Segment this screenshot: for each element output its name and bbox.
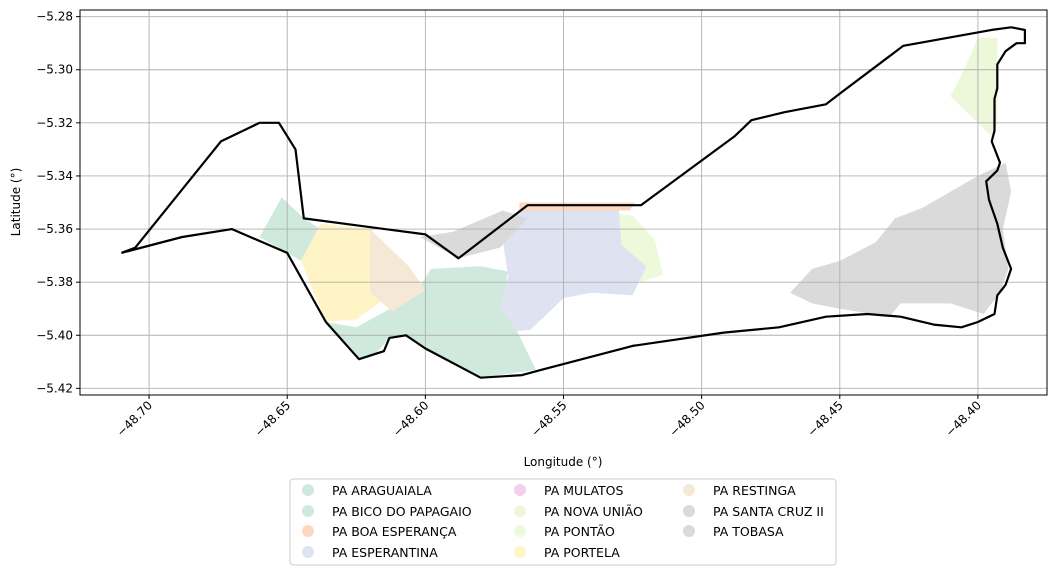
legend-label: PA BICO DO PAPAGAIO xyxy=(332,504,472,519)
y-tick-label: −5.42 xyxy=(36,381,73,395)
y-tick-label: −5.28 xyxy=(36,10,73,24)
legend-marker xyxy=(302,484,314,496)
legend-box xyxy=(289,478,837,566)
x-axis-label: Longitude (°) xyxy=(524,455,603,469)
x-tick-label: −48.50 xyxy=(666,398,707,439)
legend-marker xyxy=(683,484,695,496)
y-tick-label: −5.32 xyxy=(36,116,73,130)
x-tick-label: −48.65 xyxy=(252,398,293,439)
study-area-boundary xyxy=(121,26,1027,379)
y-axis-ticks: −5.28 −5.30 −5.32 −5.34 −5.36 −5.38 −5.40 −5.42 xyxy=(36,10,80,395)
legend-label: PA TOBASA xyxy=(713,524,784,539)
region-pa-tobasa xyxy=(419,210,528,259)
legend-marker xyxy=(514,505,526,517)
legend-marker xyxy=(514,546,526,558)
legend-label: PA MULATOS xyxy=(544,483,624,498)
y-tick-label: −5.30 xyxy=(36,63,73,77)
legend-label: PA ARAGUAIALA xyxy=(332,483,432,498)
grid-layer xyxy=(80,10,1047,395)
region-pa-santa-cruz-ii xyxy=(790,162,1012,317)
x-tick-label: −48.55 xyxy=(528,398,569,439)
legend-marker xyxy=(302,546,314,558)
y-tick-label: −5.34 xyxy=(36,169,73,183)
legend-label: PA ESPERANTINA xyxy=(332,545,438,560)
y-tick-label: −5.36 xyxy=(36,222,73,236)
legend: PA ARAGUAIALA PA BICO DO PAPAGAIO PA BOA E… xyxy=(289,478,837,566)
x-tick-label: −48.45 xyxy=(805,398,846,439)
legend-marker xyxy=(302,525,314,537)
legend-label: PA RESTINGA xyxy=(713,483,796,498)
legend-marker xyxy=(302,505,314,517)
y-tick-label: −5.38 xyxy=(36,275,73,289)
legend-label: PA SANTA CRUZ II xyxy=(713,504,824,519)
legend-marker xyxy=(514,484,526,496)
legend-label: PA PONTÃO xyxy=(544,524,615,539)
legend-marker xyxy=(683,525,695,537)
region-pa-boa-esperan-a xyxy=(519,202,636,211)
y-tick-label: −5.40 xyxy=(36,328,73,342)
legend-label: PA NOVA UNIÃO xyxy=(544,504,643,519)
x-tick-label: −48.70 xyxy=(114,398,155,439)
legend-marker xyxy=(683,505,695,517)
region-pa-restinga xyxy=(370,229,426,312)
x-tick-label: −48.40 xyxy=(943,398,984,439)
region-pa-nova-uni-o xyxy=(950,37,998,137)
region-pa-portela xyxy=(301,223,390,322)
boundary-layer xyxy=(121,26,1027,379)
legend-label: PA BOA ESPERANÇA xyxy=(332,524,457,539)
region-pa-pont-o xyxy=(613,213,663,283)
region-pa-bico-do-papagaio xyxy=(325,266,536,378)
region-pa-esperantina xyxy=(491,210,647,333)
legend-marker xyxy=(514,525,526,537)
legend-label: PA PORTELA xyxy=(544,545,620,560)
x-axis-ticks: −48.70 −48.65 −48.60 −48.55 −48.50 −48.45 −48.… xyxy=(114,395,984,440)
regions-layer xyxy=(259,37,1012,378)
y-axis-label: Latitude (°) xyxy=(9,168,23,237)
x-tick-label: −48.60 xyxy=(390,398,431,439)
